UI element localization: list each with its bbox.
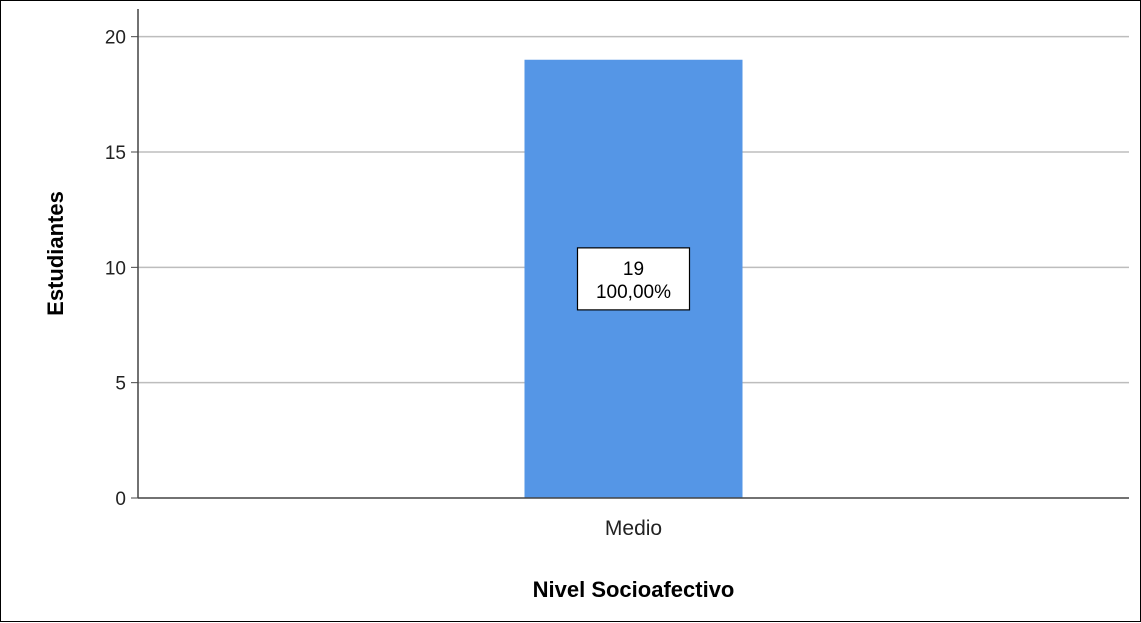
y-tick-label: 15 [105, 143, 126, 164]
y-tick-label: 10 [105, 258, 126, 279]
y-axis-title: Estudiantes [43, 191, 68, 316]
y-tick-label: 5 [115, 374, 126, 395]
y-tick-labels: 0 5 10 15 20 [105, 28, 126, 510]
data-label-box [576, 247, 691, 311]
data-label-count: 19 [623, 259, 644, 280]
data-label-percent: 100,00% [596, 282, 671, 303]
y-tick-label: 20 [105, 28, 126, 49]
x-tick-label: Medio [605, 517, 662, 540]
y-tick-label: 0 [115, 489, 126, 510]
axes [137, 9, 1129, 499]
x-tick-labels: Medio [605, 517, 662, 540]
x-axis-title: Nivel Socioafectivo [533, 577, 735, 602]
